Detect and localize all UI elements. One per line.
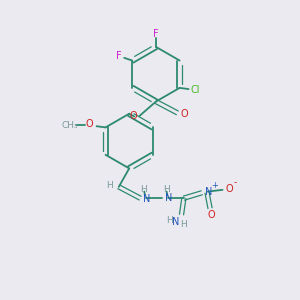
Text: N: N: [205, 187, 212, 196]
Text: N: N: [172, 217, 180, 227]
Text: N: N: [165, 193, 173, 202]
Text: H: H: [166, 216, 172, 225]
Text: CH₃: CH₃: [61, 121, 78, 130]
Text: O: O: [180, 109, 188, 119]
Text: H: H: [140, 185, 146, 194]
Text: H: H: [163, 185, 170, 194]
Text: F: F: [116, 51, 122, 61]
Text: +: +: [211, 181, 217, 190]
Text: -: -: [233, 178, 237, 187]
Text: H: H: [106, 181, 113, 190]
Text: H: H: [181, 220, 187, 229]
Text: N: N: [143, 194, 150, 204]
Text: O: O: [129, 111, 137, 121]
Text: F: F: [153, 29, 159, 39]
Text: O: O: [86, 119, 94, 129]
Text: Cl: Cl: [190, 85, 200, 95]
Text: O: O: [208, 210, 215, 220]
Text: O: O: [225, 184, 233, 194]
